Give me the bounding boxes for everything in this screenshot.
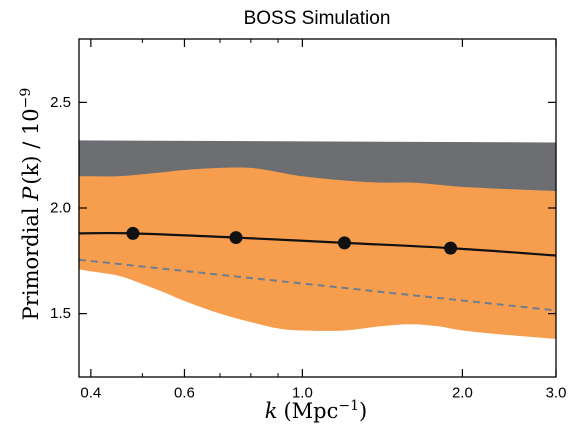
y-axis-suffix: / 10 bbox=[19, 108, 43, 155]
y-tick-label: 1.5 bbox=[50, 305, 71, 322]
x-axis-var: k bbox=[265, 399, 278, 423]
y-axis-label: Primordial P (k) / 10−9 bbox=[18, 88, 43, 321]
orange-band bbox=[79, 167, 556, 339]
data-points bbox=[126, 226, 458, 255]
y-axis-var: P bbox=[19, 186, 43, 202]
x-tick-label: 1.0 bbox=[292, 385, 313, 402]
data-point bbox=[337, 236, 351, 250]
x-tick-label: 3.0 bbox=[546, 385, 567, 402]
y-axis-args: (k) bbox=[19, 155, 43, 184]
dashed-series-line bbox=[78, 258, 557, 312]
x-tick-label: 2.0 bbox=[452, 385, 473, 402]
data-point bbox=[444, 241, 458, 255]
axes bbox=[78, 38, 557, 378]
y-tick-label: 2.5 bbox=[50, 94, 71, 111]
x-axis-label: k (Mpc−1) bbox=[265, 398, 367, 423]
x-axis-unit-sup: −1 bbox=[338, 398, 359, 414]
x-axis-unit: (Mpc bbox=[283, 399, 338, 423]
x-axis-unit-close: ) bbox=[359, 399, 367, 423]
y-axis-prefix: Primordial bbox=[19, 201, 43, 321]
data-point bbox=[229, 231, 243, 245]
chart-title: BOSS Simulation bbox=[244, 8, 391, 29]
y-tick-label: 2.0 bbox=[50, 200, 71, 217]
x-tick-label: 0.4 bbox=[80, 385, 101, 402]
tick-labels: 0.4 0.6 1.0 2.0 3.0 1.5 2.0 2.5 bbox=[50, 94, 566, 402]
data-point bbox=[126, 226, 140, 240]
confidence-bands bbox=[79, 140, 556, 339]
x-tick-label: 0.6 bbox=[174, 385, 195, 402]
y-axis-sup: −9 bbox=[18, 88, 34, 109]
